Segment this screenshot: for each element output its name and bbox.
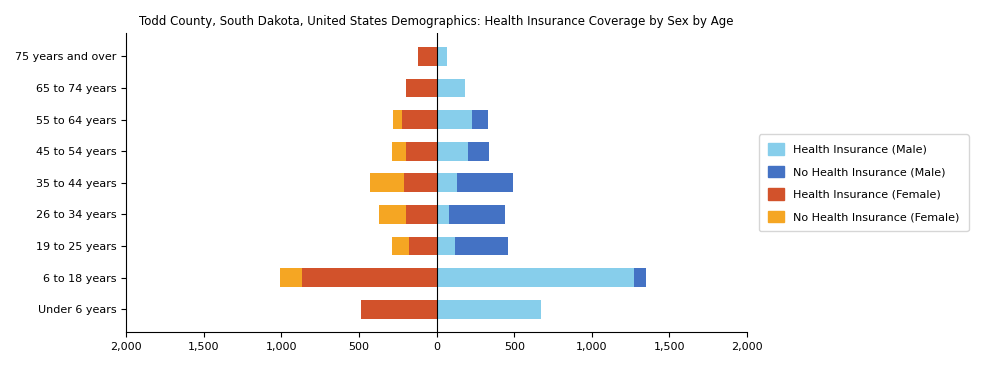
Bar <box>406 142 436 161</box>
Bar <box>301 268 436 287</box>
Bar <box>457 173 512 192</box>
Bar <box>379 205 406 224</box>
Bar <box>418 47 436 66</box>
Bar <box>361 300 436 319</box>
Bar <box>436 110 473 129</box>
Bar <box>455 236 508 255</box>
Bar <box>409 236 436 255</box>
Bar <box>436 268 633 287</box>
Bar <box>369 173 404 192</box>
Bar <box>392 236 409 255</box>
Bar <box>393 110 403 129</box>
Title: Todd County, South Dakota, United States Demographics: Health Insurance Coverage: Todd County, South Dakota, United States… <box>139 15 734 28</box>
Bar <box>406 205 436 224</box>
Bar <box>403 110 436 129</box>
Bar <box>436 47 447 66</box>
Bar <box>436 236 455 255</box>
Bar <box>436 173 457 192</box>
Bar <box>436 205 449 224</box>
Bar <box>436 300 541 319</box>
Bar <box>473 110 488 129</box>
Legend: Health Insurance (Male), No Health Insurance (Male), Health Insurance (Female), : Health Insurance (Male), No Health Insur… <box>758 134 968 231</box>
Bar <box>406 79 436 98</box>
Bar <box>392 142 406 161</box>
Bar <box>468 142 490 161</box>
Bar <box>633 268 646 287</box>
Bar <box>436 142 468 161</box>
Bar <box>449 205 505 224</box>
Bar <box>404 173 436 192</box>
Bar <box>436 79 465 98</box>
Bar <box>280 268 301 287</box>
